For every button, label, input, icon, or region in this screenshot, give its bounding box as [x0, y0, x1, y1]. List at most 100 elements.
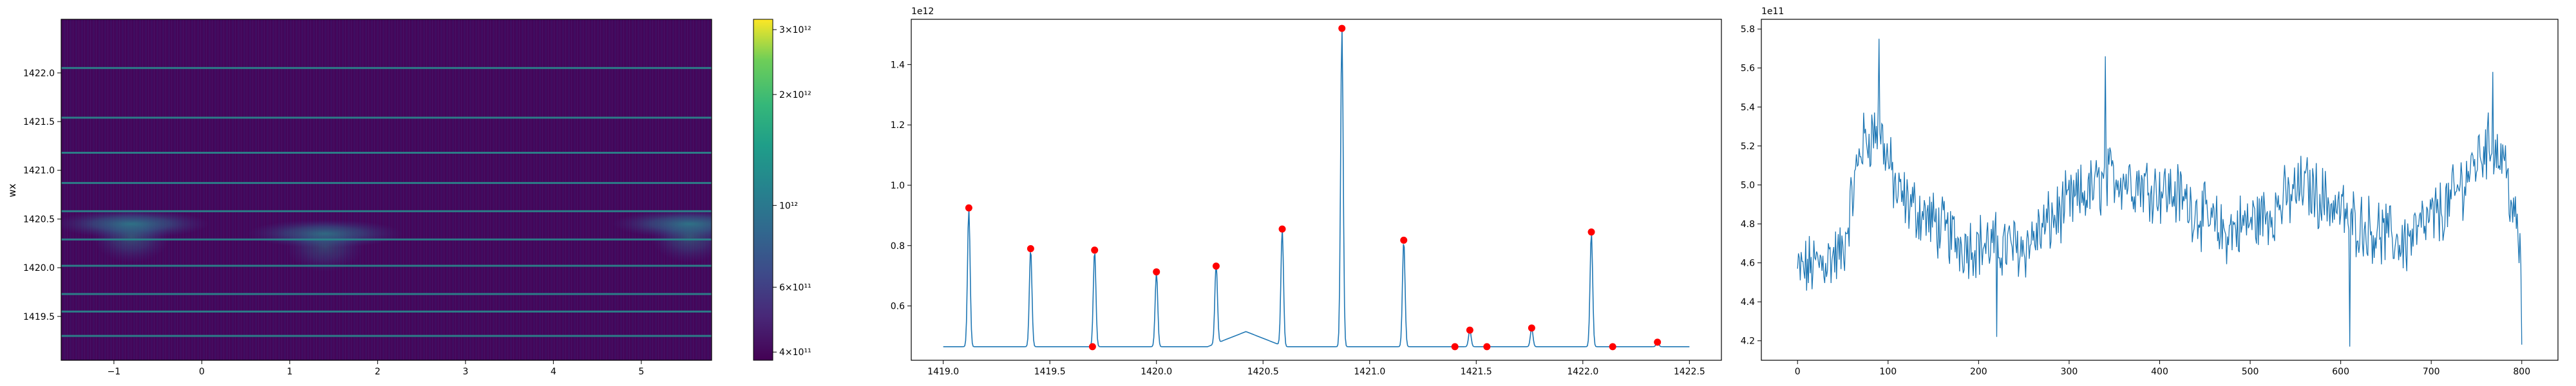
noise-x-tick-label: 0 [1795, 367, 1801, 377]
heatmap-blobs [61, 210, 712, 273]
heatmap-blob-halo [93, 211, 171, 262]
noise-offset-label: 1e11 [1761, 6, 1784, 17]
heatmap-horizontal-lines [61, 67, 712, 337]
heatmap-y-ticks: 1419.5 1420.0 1420.5 1421.0 1421.5 1422.0 [23, 68, 61, 322]
heatmap-horizontal-line [61, 67, 712, 69]
noise-y-ticks: 4.2 4.4 4.6 4.8 5.0 5.2 5.4 5.6 5.8 [1741, 24, 1761, 347]
peaks-x-tick-label: 1419.0 [927, 367, 959, 377]
noise-x-tick-label: 600 [2332, 367, 2349, 377]
noise-y-tick-label: 5.0 [1741, 180, 1755, 190]
heatmap-horizontal-line [61, 335, 712, 337]
noise-y-tick-label: 4.6 [1741, 259, 1755, 269]
heatmap-y-axis-label: wx [6, 183, 18, 197]
noise-y-tick-label: 5.2 [1741, 142, 1755, 152]
noise-y-tick-label: 5.4 [1741, 102, 1755, 113]
noise-x-tick-label: 700 [2423, 367, 2440, 377]
noise-x-tick-label: 800 [2513, 367, 2530, 377]
peak-marker [1400, 236, 1408, 244]
peaks-y-tick-label: 0.8 [891, 241, 905, 252]
heatmap-horizontal-line [61, 238, 712, 241]
peak-marker [1528, 324, 1535, 332]
peaks-y-tick-label: 1.2 [891, 120, 905, 131]
peak-marker [1587, 228, 1595, 236]
heatmap-y-tick-label: 1420.5 [23, 214, 55, 225]
peak-marker [1088, 343, 1096, 351]
noise-y-tick-label: 5.8 [1741, 24, 1755, 35]
noise-x-tick-label: 300 [2061, 367, 2078, 377]
peaks-x-ticks: 1419.0 1419.5 1420.0 1420.5 1421.0 1421.5 1422… [927, 360, 1705, 377]
peak-marker [1466, 326, 1473, 334]
colorbar-tick-label: 4×10¹¹ [779, 347, 811, 358]
heatmap-y-tick-label: 1422.0 [23, 68, 55, 78]
peak-marker [1091, 246, 1099, 254]
peak-marker [1278, 225, 1286, 233]
peaks-x-tick-label: 1420.5 [1247, 367, 1279, 377]
peak-marker [1212, 262, 1220, 270]
heatmap-x-ticks: −1 0 1 2 3 4 5 [108, 360, 644, 377]
colorbar-tick-label: 3×10¹² [779, 25, 811, 35]
peak-marker [1483, 343, 1491, 351]
heatmap-x-tick-label: 3 [462, 367, 468, 377]
noise-x-tick-label: 400 [2151, 367, 2168, 377]
heatmap-x-tick-label: 0 [199, 367, 205, 377]
peaks-markers [965, 24, 1662, 351]
heatmap-y-tick-label: 1419.5 [23, 312, 55, 322]
peaks-y-tick-label: 1.4 [891, 60, 905, 70]
noise-y-tick-label: 4.2 [1741, 336, 1755, 347]
peaks-x-tick-label: 1420.0 [1141, 367, 1172, 377]
colorbar-ticks: 4×10¹¹ 6×10¹¹ 10¹² 2×10¹² 3×10¹² [773, 25, 811, 358]
noise-y-tick-label: 4.8 [1741, 219, 1755, 230]
heatmap-y-tick-label: 1421.5 [23, 117, 55, 127]
noise-x-tick-label: 100 [1879, 367, 1897, 377]
heatmap-horizontal-line [61, 210, 712, 212]
heatmap-y-tick-label: 1421.0 [23, 166, 55, 176]
heatmap-horizontal-line [61, 293, 712, 295]
noise-x-tick-label: 500 [2242, 367, 2259, 377]
heatmap-x-tick-label: 4 [551, 367, 556, 377]
peaks-x-tick-label: 1419.5 [1034, 367, 1066, 377]
heatmap-x-tick-label: 1 [287, 367, 292, 377]
heatmap-blob-halo [650, 211, 712, 262]
peaks-x-tick-label: 1422.5 [1674, 367, 1705, 377]
peaks-x-tick-label: 1421.0 [1354, 367, 1385, 377]
colorbar-tick-label: 6×10¹¹ [779, 282, 811, 293]
heatmap-x-tick-label: 2 [375, 367, 381, 377]
peak-marker [1451, 343, 1459, 351]
noise-y-tick-label: 4.4 [1741, 297, 1755, 308]
noise-line-panel: 1e11 0 100 200 300 400 500 600 700 800 4.2 4.4 4.6… [1741, 6, 2559, 377]
peak-marker [1153, 268, 1160, 276]
heatmap-horizontal-line [61, 264, 712, 267]
peaks-x-tick-label: 1422.0 [1567, 367, 1598, 377]
colorbar-tick-label: 2×10¹² [779, 90, 811, 100]
peaks-series-line [943, 30, 1690, 347]
noise-y-tick-label: 5.6 [1741, 64, 1755, 74]
peaks-y-ticks: 0.6 0.8 1.0 1.2 1.4 [891, 60, 911, 312]
peaks-y-tick-label: 1.0 [891, 181, 905, 191]
colorbar [753, 19, 773, 361]
peak-marker [965, 204, 972, 212]
peak-marker [1027, 244, 1034, 252]
peaks-x-tick-label: 1421.5 [1461, 367, 1492, 377]
noise-series-line [1797, 39, 2523, 347]
peaks-line-panel: 1e12 1419.0 1419.5 1420.0 1420.5 1421.0 1421.… [891, 6, 1722, 377]
noise-x-tick-label: 200 [1970, 367, 1987, 377]
peak-marker [1654, 338, 1662, 346]
heatmap-horizontal-line [61, 181, 712, 184]
heatmap-frame [61, 19, 712, 361]
peaks-y-tick-label: 0.6 [891, 302, 905, 312]
heatmap-horizontal-line [61, 151, 712, 154]
heatmap-panel: −1 0 1 2 3 4 5 1419.51420.01420.51421.01421.51… [6, 19, 811, 377]
peak-marker [1609, 343, 1616, 351]
heatmap-background [61, 19, 712, 360]
heatmap-horizontal-line [61, 310, 712, 313]
heatmap-blob-halo [286, 221, 364, 273]
peaks-plot-frame [911, 19, 1722, 361]
colorbar-tick-label: 10¹² [779, 201, 798, 211]
peak-marker [1338, 24, 1346, 32]
heatmap-horizontal-line [61, 116, 712, 119]
heatmap-x-tick-label: −1 [108, 367, 121, 377]
heatmap-x-tick-label: 5 [638, 367, 644, 377]
peaks-offset-label: 1e12 [911, 6, 934, 17]
heatmap-y-tick-label: 1420.0 [23, 263, 55, 273]
